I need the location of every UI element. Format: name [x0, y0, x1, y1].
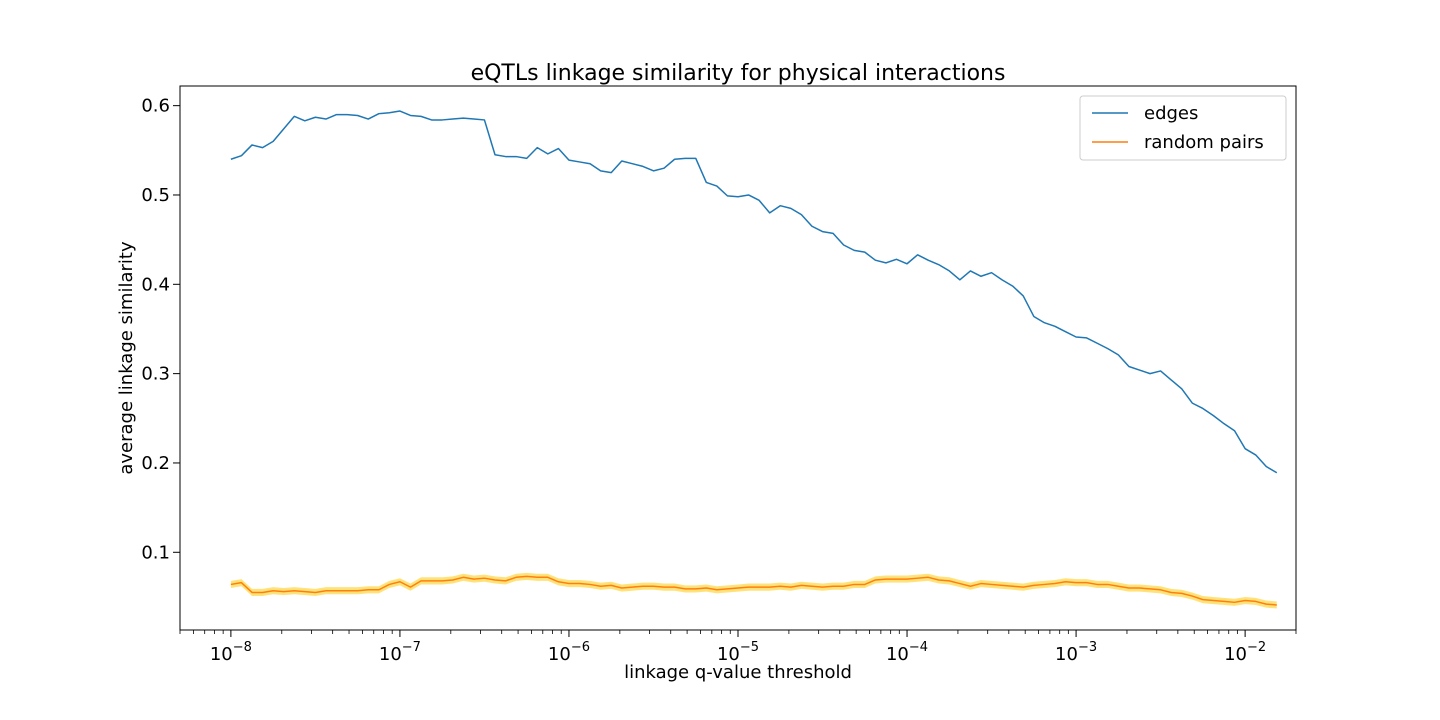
y-tick-label-5: 0.6	[141, 96, 170, 117]
x-tick-label-2: 10−6	[548, 640, 590, 665]
y-tick-label-3: 0.4	[141, 274, 170, 295]
x-tick-label-3: 10−5	[717, 640, 759, 665]
x-axis-label: linkage q-value threshold	[624, 662, 852, 683]
y-tick-label-1: 0.2	[141, 453, 170, 474]
x-tick-label-6: 10−2	[1224, 640, 1266, 665]
legend-label-0: edges	[1144, 103, 1198, 124]
legend-box	[1079, 95, 1287, 161]
plot-frame	[179, 85, 1297, 631]
x-tick-label-0: 10−8	[210, 640, 252, 665]
x-tick-label-4: 10−4	[886, 640, 928, 665]
y-axis: 0.1 0.2 0.3 0.4 0.5 0.6	[141, 96, 180, 563]
y-tick-label-0: 0.1	[141, 542, 170, 563]
x-tick-label-5: 10−3	[1055, 640, 1097, 665]
x-axis: 10−8 10−7 10−6 10−5 10−4 10−3 10−2	[179, 630, 1297, 665]
legend-label-1: random pairs	[1144, 132, 1264, 153]
legend: edges random pairs	[1079, 95, 1287, 161]
y-axis-label: average linkage similarity	[116, 241, 137, 475]
x-tick-label-1: 10−7	[379, 640, 421, 665]
series-band-1	[230, 572, 1277, 609]
plot-area	[179, 85, 1297, 631]
chart-title: eQTLs linkage similarity for physical in…	[471, 61, 1006, 86]
y-tick-label-2: 0.3	[141, 364, 170, 385]
y-tick-label-4: 0.5	[141, 185, 170, 206]
series-line-1	[230, 575, 1277, 606]
series-line-0	[230, 110, 1278, 474]
